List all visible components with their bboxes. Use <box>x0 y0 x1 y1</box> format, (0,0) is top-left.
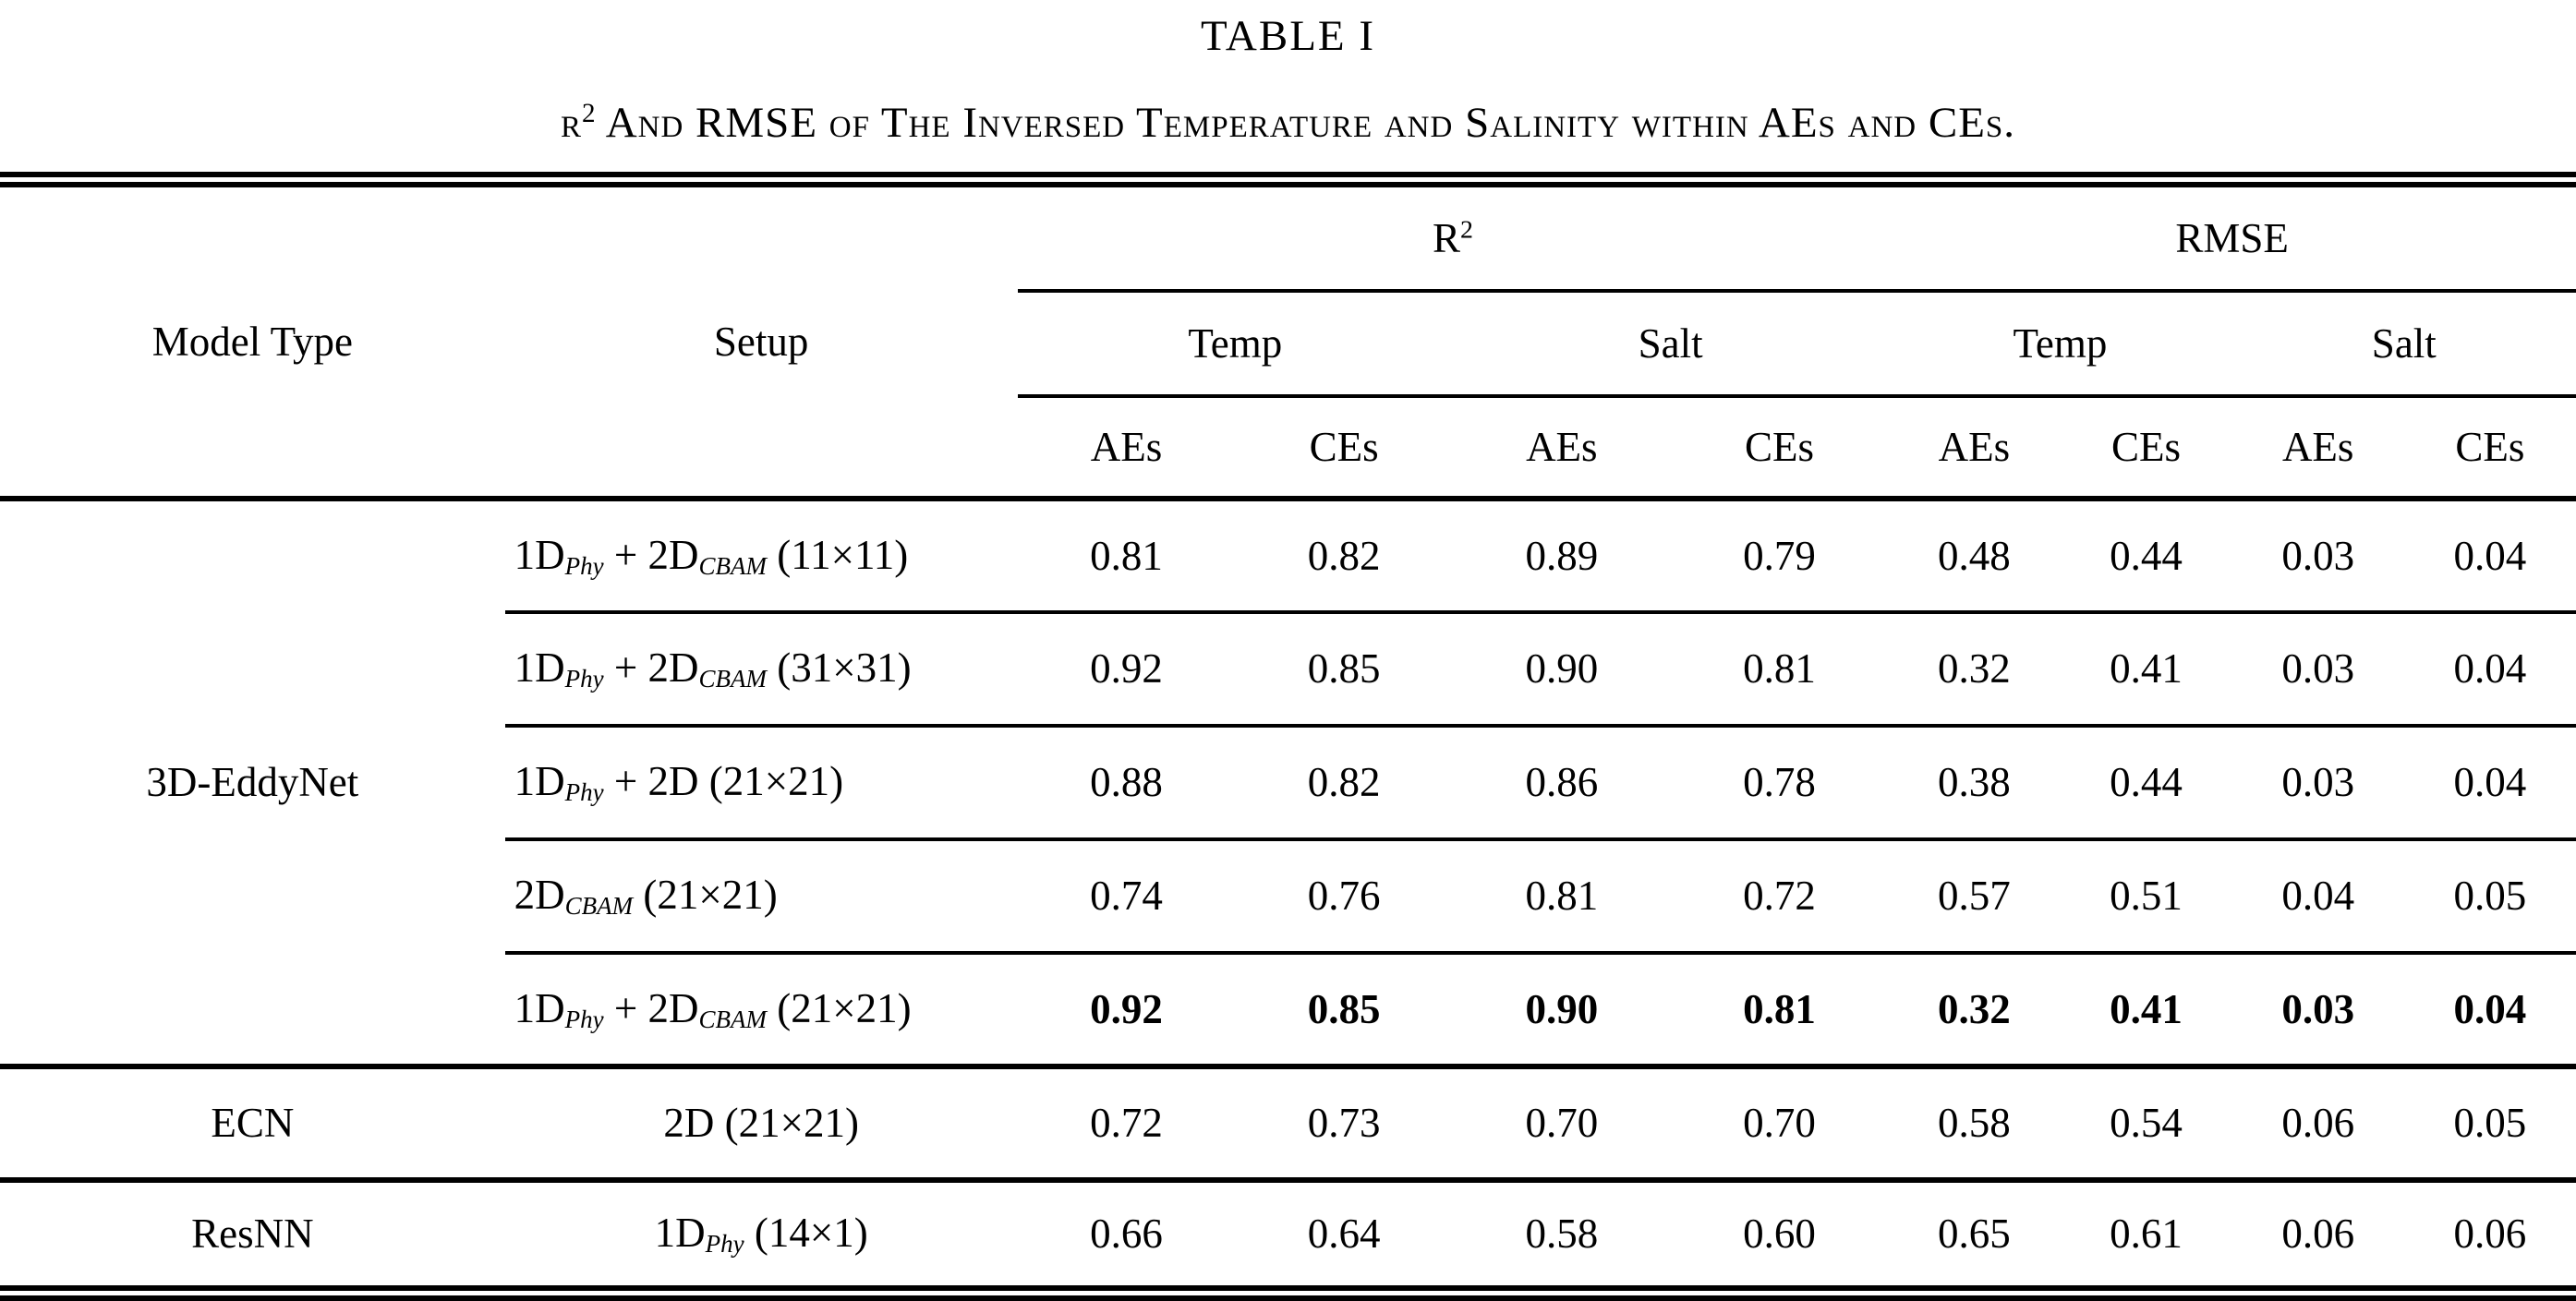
setup-cell: 2DCBAM (21×21) <box>504 838 1018 955</box>
table-body: 3D-EddyNet 1DPhy + 2DCBAM (11×11) 0.81 0.82… <box>0 498 2576 1294</box>
model-type-cell: 3D-EddyNet <box>0 498 505 1069</box>
results-table: Model Type Setup R2 RMSE Temp Salt Temp … <box>0 172 2576 1301</box>
header-r2-salt-ces: CEs <box>1670 395 1889 501</box>
model-type-cell: ResNN <box>191 1211 314 1258</box>
value-cell: 0.54 <box>2060 1066 2232 1183</box>
value-cell: 0.81 <box>1452 838 1671 955</box>
header-r2-temp-aes: AEs <box>1017 395 1236 501</box>
header-r2: R2 <box>1017 179 1889 293</box>
value-cell: 0.90 <box>1452 952 1671 1069</box>
header-r2-temp-ces: CEs <box>1235 395 1453 501</box>
value-cell: 0.65 <box>1938 1211 2011 1258</box>
setup-cell: 1DPhy + 2DCBAM (31×31) <box>504 611 1018 728</box>
setup-cell: 1DPhy + 2DCBAM (11×11) <box>504 498 1018 614</box>
value-cell: 0.66 <box>1090 1211 1163 1258</box>
value-cell: 0.03 <box>2231 498 2404 614</box>
table-row: 1DPhy + 2DCBAM (21×21) 0.92 0.85 0.90 0.81 0.… <box>0 952 2576 1069</box>
setup-cell: 1DPhy + 2DCBAM (21×21) <box>504 952 1018 1069</box>
header-rmse-salt-ces: CEs <box>2403 395 2576 501</box>
value-cell: 0.81 <box>1670 611 1889 728</box>
value-cell: 0.58 <box>1525 1211 1599 1258</box>
setup-cell: 1DPhy + 2D (21×21) <box>504 725 1018 841</box>
value-cell: 0.61 <box>2110 1211 2183 1258</box>
value-cell: 0.06 <box>2231 1066 2404 1183</box>
setup-cell: 1DPhy (14×1) <box>654 1210 868 1259</box>
table-row: ECN 2D (21×21) 0.72 0.73 0.70 0.70 0.58 0.54 0.0… <box>0 1066 2576 1183</box>
value-cell: 0.32 <box>1888 611 2061 728</box>
table-row: 1DPhy + 2DCBAM (31×31) 0.92 0.85 0.90 0.81 0.… <box>0 611 2576 728</box>
model-type-cell: ECN <box>0 1066 505 1183</box>
value-cell: 0.64 <box>1307 1211 1381 1258</box>
table-row: ResNN 1DPhy (14×1) 0.66 0.64 0.58 0.60 0.65 0.6… <box>0 1180 2576 1294</box>
value-cell: 0.78 <box>1670 725 1889 841</box>
value-cell: 0.38 <box>1888 725 2061 841</box>
value-cell: 0.82 <box>1235 725 1453 841</box>
value-cell: 0.06 <box>2281 1211 2355 1258</box>
value-cell: 0.74 <box>1017 838 1236 955</box>
value-cell: 0.57 <box>1888 838 2061 955</box>
table-caption: TABLE I r2 And RMSE of The Inversed Temp… <box>0 0 2576 148</box>
value-cell: 0.03 <box>2231 611 2404 728</box>
value-cell: 0.90 <box>1452 611 1671 728</box>
value-cell: 0.88 <box>1017 725 1236 841</box>
table-subtitle: r2 And RMSE of The Inversed Temperature … <box>560 98 2016 147</box>
table-title: TABLE I <box>1200 12 1376 60</box>
header-r2-temp: Temp <box>1017 290 1453 398</box>
value-cell: 0.03 <box>2231 725 2404 841</box>
header-r2-salt: Salt <box>1452 290 1889 398</box>
value-cell: 0.85 <box>1235 611 1453 728</box>
value-cell: 0.70 <box>1670 1066 1889 1183</box>
value-cell: 0.06 <box>2453 1211 2527 1258</box>
header-rmse-temp-ces: CEs <box>2060 395 2232 501</box>
value-cell: 0.05 <box>2403 1066 2576 1183</box>
value-cell: 0.04 <box>2231 838 2404 955</box>
value-cell: 0.72 <box>1670 838 1889 955</box>
value-cell: 0.86 <box>1452 725 1671 841</box>
value-cell: 0.85 <box>1235 952 1453 1069</box>
table-row: 2DCBAM (21×21) 0.74 0.76 0.81 0.72 0.57 0.51 0.… <box>0 838 2576 955</box>
header-rmse-salt-aes: AEs <box>2231 395 2404 501</box>
value-cell: 0.44 <box>2060 498 2232 614</box>
value-cell: 0.44 <box>2060 725 2232 841</box>
table-row: 3D-EddyNet 1DPhy + 2DCBAM (11×11) 0.81 0.82… <box>0 498 2576 1069</box>
value-cell: 0.73 <box>1235 1066 1453 1183</box>
header-rmse-temp-aes: AEs <box>1888 395 2061 501</box>
value-cell: 0.92 <box>1017 952 1236 1069</box>
header-model-type: Model Type <box>0 179 505 501</box>
table-row: 1DPhy + 2D (21×21) 0.88 0.82 0.86 0.78 0.38 0.… <box>0 725 2576 841</box>
value-cell: 0.89 <box>1452 498 1671 614</box>
value-cell: 0.41 <box>2060 611 2232 728</box>
header-rmse-temp: Temp <box>1888 290 2232 398</box>
setup-cell: 2D (21×21) <box>504 1066 1018 1183</box>
value-cell: 0.04 <box>2403 611 2576 728</box>
value-cell: 0.32 <box>1888 952 2061 1069</box>
value-cell: 0.48 <box>1888 498 2061 614</box>
value-cell: 0.72 <box>1017 1066 1236 1183</box>
value-cell: 0.51 <box>2060 838 2232 955</box>
header-r2-salt-aes: AEs <box>1452 395 1671 501</box>
header-rmse: RMSE <box>1888 179 2576 293</box>
value-cell: 0.76 <box>1235 838 1453 955</box>
value-cell: 0.81 <box>1017 498 1236 614</box>
header-rmse-salt: Salt <box>2231 290 2576 398</box>
value-cell: 0.04 <box>2403 498 2576 614</box>
value-cell: 0.41 <box>2060 952 2232 1069</box>
value-cell: 0.04 <box>2403 952 2576 1069</box>
value-cell: 0.58 <box>1888 1066 2061 1183</box>
value-cell: 0.04 <box>2403 725 2576 841</box>
value-cell: 0.92 <box>1017 611 1236 728</box>
value-cell: 0.82 <box>1235 498 1453 614</box>
value-cell: 0.05 <box>2403 838 2576 955</box>
value-cell: 0.03 <box>2231 952 2404 1069</box>
value-cell: 0.70 <box>1452 1066 1671 1183</box>
value-cell: 0.81 <box>1670 952 1889 1069</box>
value-cell: 0.79 <box>1670 498 1889 614</box>
table-header: Model Type Setup R2 RMSE Temp Salt Temp … <box>0 179 2576 501</box>
header-setup: Setup <box>504 179 1018 501</box>
value-cell: 0.60 <box>1743 1211 1816 1258</box>
